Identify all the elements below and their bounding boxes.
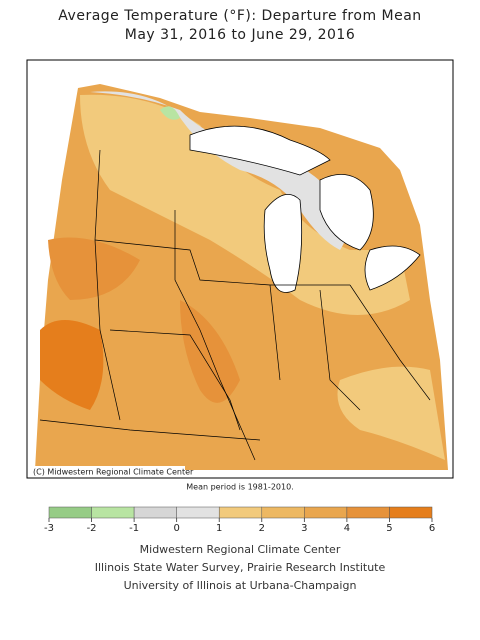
- legend-swatch: [133, 506, 177, 519]
- copyright-box: [30, 466, 185, 477]
- legend-swatch: [218, 506, 263, 519]
- lake: [189, 125, 331, 176]
- region: [80, 94, 410, 315]
- legend-tick-label: 6: [429, 523, 435, 534]
- map: (C) Midwestern Regional Climate Center: [26, 59, 454, 479]
- legend-tick-label: 1: [216, 523, 222, 534]
- legend-swatch: [346, 506, 390, 519]
- state-borders: [39, 149, 431, 461]
- legend-tick-label: -2: [87, 523, 97, 534]
- title-line: May 31, 2016 to June 29, 2016: [125, 27, 355, 43]
- region: [180, 300, 240, 403]
- legend-tick-label: -1: [129, 523, 139, 534]
- legend-tick-label: 0: [173, 523, 179, 534]
- legend-swatch: [176, 506, 220, 519]
- lake: [364, 245, 421, 291]
- legend-swatch: [261, 506, 305, 519]
- region: [337, 366, 445, 460]
- legend-swatch: [91, 506, 135, 519]
- legend-tick-label: 5: [386, 523, 392, 534]
- legend-tick-label: 2: [259, 523, 265, 534]
- mean-period: Mean period is 1981-2010.: [186, 483, 293, 492]
- lake: [263, 193, 303, 293]
- legend-tick-label: 4: [344, 523, 350, 534]
- title-line: Average Temperature (°F): Departure from…: [58, 8, 421, 24]
- legend-tick-label: -3: [44, 523, 54, 534]
- legend-tick-label: 3: [301, 523, 307, 534]
- legend-swatch: [48, 506, 92, 519]
- footer-line: Illinois State Water Survey, Prairie Res…: [95, 561, 386, 574]
- region: [160, 106, 180, 120]
- region: [40, 320, 104, 410]
- legend-swatch: [389, 506, 433, 519]
- copyright: (C) Midwestern Regional Climate Center: [33, 468, 194, 477]
- region: [48, 237, 140, 300]
- lake: [319, 173, 374, 251]
- footer-line: University of Illinois at Urbana-Champai…: [124, 579, 357, 592]
- footer-line: Midwestern Regional Climate Center: [140, 543, 341, 556]
- legend-swatch: [304, 506, 348, 519]
- legend: -3 -2 -1 0 1 2 3 4 5 6: [44, 506, 435, 534]
